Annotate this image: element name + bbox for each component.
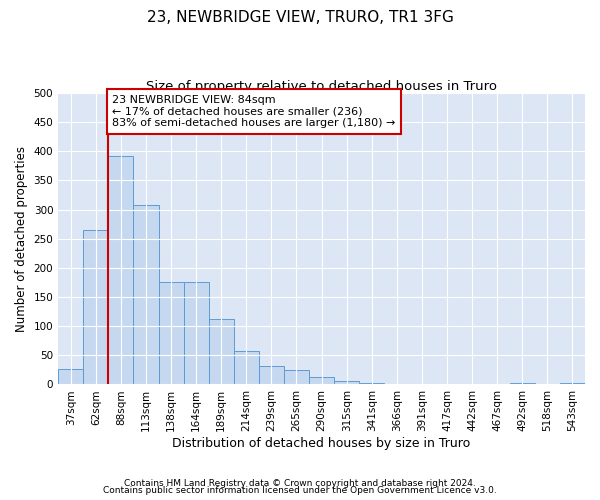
Bar (158, 282, 184, 384)
Title: Size of property relative to detached houses in Truro: Size of property relative to detached ho… (146, 80, 497, 93)
X-axis label: Distribution of detached houses by size in Truro: Distribution of detached houses by size … (172, 437, 471, 450)
Text: Contains public sector information licensed under the Open Government Licence v3: Contains public sector information licen… (103, 486, 497, 495)
Bar (334, 381, 359, 384)
Bar (560, 382, 585, 384)
Bar (109, 156, 133, 384)
Text: 23, NEWBRIDGE VIEW, TRURO, TR1 3FG: 23, NEWBRIDGE VIEW, TRURO, TR1 3FG (146, 10, 454, 25)
Text: 23 NEWBRIDGE VIEW: 84sqm
← 17% of detached houses are smaller (236)
83% of semi-: 23 NEWBRIDGE VIEW: 84sqm ← 17% of detach… (112, 94, 395, 128)
Bar (184, 282, 209, 384)
Bar (309, 378, 334, 384)
Bar (83, 230, 109, 384)
Bar (234, 351, 259, 384)
Bar (58, 368, 83, 384)
Bar (259, 366, 284, 384)
Bar (510, 382, 535, 384)
Bar (133, 205, 158, 384)
Text: Contains HM Land Registry data © Crown copyright and database right 2024.: Contains HM Land Registry data © Crown c… (124, 478, 476, 488)
Bar (284, 370, 309, 384)
Bar (209, 318, 234, 384)
Y-axis label: Number of detached properties: Number of detached properties (15, 146, 28, 332)
